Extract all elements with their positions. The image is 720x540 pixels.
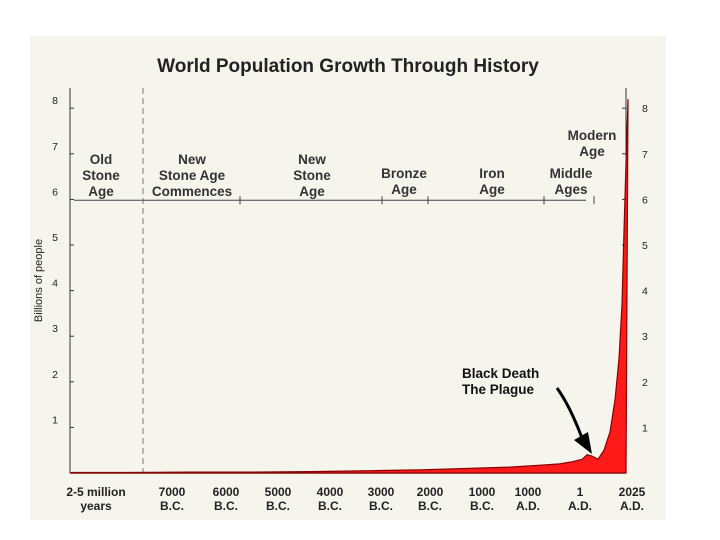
y-tick-label-right: 3 <box>642 331 648 343</box>
x-tick-label: 7000 <box>159 485 186 499</box>
y-tick-label-left: 4 <box>52 278 58 290</box>
era-label: Age <box>579 144 605 159</box>
y-tick-label-left: 5 <box>52 232 58 244</box>
era-label: Middle <box>550 166 593 181</box>
y-tick-label-right: 5 <box>642 240 648 252</box>
annotation-label: The Plague <box>462 382 535 397</box>
y-tick-label-right: 1 <box>642 422 648 434</box>
chart-panel: World Population Growth Through History 1… <box>30 36 666 520</box>
y-tick-label-left: 1 <box>52 414 58 426</box>
era-label: Age <box>391 182 417 197</box>
x-tick-label: B.C. <box>318 499 342 513</box>
annotation-arrow-line <box>555 387 584 439</box>
era-label: Iron <box>479 166 505 181</box>
x-tick-label: 2025 <box>619 485 646 499</box>
population-area <box>69 99 629 474</box>
chart-title: World Population Growth Through History <box>157 56 539 77</box>
x-tick-label: B.C. <box>214 499 238 513</box>
era-label: Stone Age <box>159 168 226 183</box>
x-tick-label: A.D. <box>568 499 592 513</box>
y-tick-label-left: 3 <box>52 323 58 335</box>
y-tick-label-left: 7 <box>52 141 58 153</box>
x-tick-label: B.C. <box>369 499 393 513</box>
x-tick-label: B.C. <box>160 499 184 513</box>
annotation-arrow-head <box>574 432 592 454</box>
x-tick-label: 6000 <box>213 485 240 499</box>
annotation-label: Black Death <box>462 366 539 381</box>
era-label: Stone <box>82 168 120 183</box>
y-tick-label-right: 7 <box>642 149 648 161</box>
y-tick-label-left: 2 <box>52 369 58 381</box>
y-tick-label-right: 6 <box>642 194 648 206</box>
x-tick-label: 1 <box>577 485 584 499</box>
y-axis-label: Billions of people <box>33 239 45 322</box>
x-tick-label: 4000 <box>317 485 344 499</box>
era-label: Ages <box>554 182 587 197</box>
y-tick-label-left: 8 <box>52 95 58 107</box>
era-label: Commences <box>152 184 232 199</box>
era-label: Age <box>88 184 114 199</box>
x-tick-label: 1000 <box>469 485 496 499</box>
x-tick-label: A.D. <box>620 499 644 513</box>
x-tick-label: A.D. <box>516 499 540 513</box>
x-tick-label: B.C. <box>418 499 442 513</box>
y-tick-label-right: 4 <box>642 286 648 298</box>
era-label: Bronze <box>381 166 427 181</box>
era-label: New <box>178 152 206 167</box>
y-tick-label-left: 6 <box>52 186 58 198</box>
x-tick-label: years <box>80 499 112 513</box>
x-tick-label: B.C. <box>266 499 290 513</box>
y-tick-label-right: 2 <box>642 377 648 389</box>
population-chart: World Population Growth Through History 1… <box>33 56 648 513</box>
era-label: Modern <box>568 128 617 143</box>
y-tick-label-right: 8 <box>642 103 648 115</box>
era-label: New <box>298 152 326 167</box>
x-tick-label: 5000 <box>265 485 292 499</box>
x-tick-label: 2000 <box>417 485 444 499</box>
x-tick-label: 2-5 million <box>66 485 125 499</box>
x-tick-label: 1000 <box>515 485 542 499</box>
x-tick-label: 3000 <box>368 485 395 499</box>
era-label: Age <box>479 182 505 197</box>
x-tick-label: B.C. <box>470 499 494 513</box>
era-label: Old <box>90 152 113 167</box>
era-label: Age <box>299 184 325 199</box>
era-label: Stone <box>293 168 331 183</box>
